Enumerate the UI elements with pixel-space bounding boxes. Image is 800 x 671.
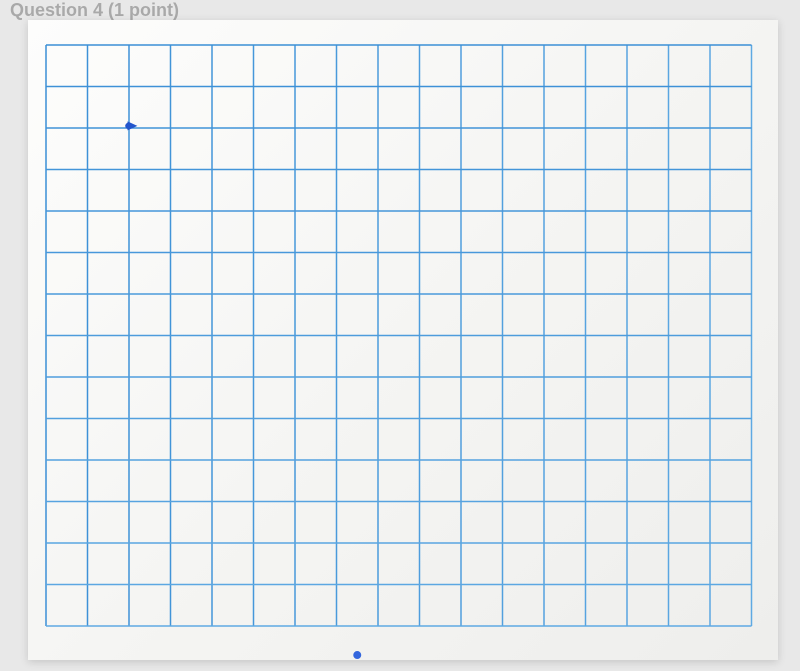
plot-point xyxy=(353,651,361,659)
plot-point-dot xyxy=(125,123,131,129)
grid-points xyxy=(125,121,361,659)
question-header: Question 4 (1 point) xyxy=(10,0,179,21)
graph-paper xyxy=(28,20,778,660)
grid-svg xyxy=(28,20,778,660)
grid-lines xyxy=(46,45,752,626)
